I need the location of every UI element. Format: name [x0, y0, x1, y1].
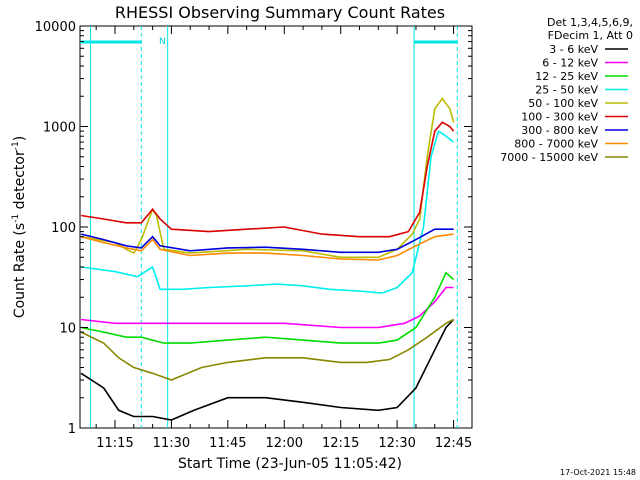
- series-line-2: [80, 271, 455, 344]
- y-axis-label-sup-2: -1: [11, 141, 21, 150]
- y-axis-label-sup-1: -1: [11, 214, 21, 223]
- legend-label-5: 100 - 300 keV: [521, 111, 598, 124]
- annotation-n: N: [159, 37, 166, 47]
- footer-timestamp: 17-Oct-2021 15:48: [560, 468, 636, 477]
- series-line-4: [80, 97, 455, 259]
- legend-label-2: 12 - 25 keV: [535, 70, 598, 83]
- series-line-8: [80, 318, 454, 381]
- y-tick-label-4: 10000: [35, 20, 76, 35]
- x-tick-label-5: 12:30: [378, 436, 415, 451]
- y-tick-label-3: 1000: [43, 121, 76, 136]
- x-tick-label-2: 11:45: [209, 436, 246, 451]
- series-line-5: [80, 121, 455, 238]
- legend-label-1: 6 - 12 keV: [542, 57, 598, 70]
- series-line-0: [80, 318, 455, 421]
- chart-title: RHESSI Observing Summary Count Rates: [115, 3, 445, 22]
- legend-label-8: 7000 - 15000 keV: [500, 151, 598, 164]
- y-tick-label-0: 1: [68, 422, 76, 437]
- time-markers: [80, 26, 458, 428]
- legend-label-4: 50 - 100 keV: [528, 97, 598, 110]
- y-tick-label-1: 10: [59, 322, 76, 337]
- legend: Det 1,3,4,5,6,9, FDecim 1, Att 0 3 - 6 k…: [500, 16, 633, 164]
- legend-label-6: 300 - 800 keV: [521, 124, 598, 137]
- legend-label-7: 800 - 7000 keV: [514, 138, 598, 151]
- legend-label-0: 3 - 6 keV: [549, 43, 598, 56]
- y-axis-label-main: Count Rate (s: [12, 223, 28, 318]
- x-tick-label-6: 12:45: [435, 436, 472, 451]
- y-tick-label-2: 100: [51, 221, 76, 236]
- x-tick-label-1: 11:30: [153, 436, 190, 451]
- y-axis-label: Count Rate (s-1 detector-1): [11, 136, 28, 318]
- x-axis-label: Start Time (23-Jun-05 11:05:42): [178, 456, 402, 472]
- x-tick-label-0: 11:15: [96, 436, 133, 451]
- x-tick-label-4: 12:15: [322, 436, 359, 451]
- legend-label-3: 25 - 50 keV: [535, 84, 598, 97]
- series-line-7: [80, 233, 454, 261]
- series-line-3: [80, 129, 455, 294]
- series-line-6: [80, 228, 454, 254]
- series-line-1: [81, 286, 454, 329]
- x-tick-label-3: 12:00: [266, 436, 303, 451]
- y-axis-label-end: ): [12, 136, 28, 141]
- axes: 1 10 100 1000 10000 11:15 11:30 11:45 12:00 12:15…: [35, 20, 473, 451]
- legend-header-line-1: Det 1,3,4,5,6,9,: [547, 16, 633, 29]
- series-layer: [80, 97, 455, 421]
- legend-header-line-2: FDecim 1, Att 0: [548, 29, 633, 42]
- y-axis-label-mid: detector: [12, 150, 28, 214]
